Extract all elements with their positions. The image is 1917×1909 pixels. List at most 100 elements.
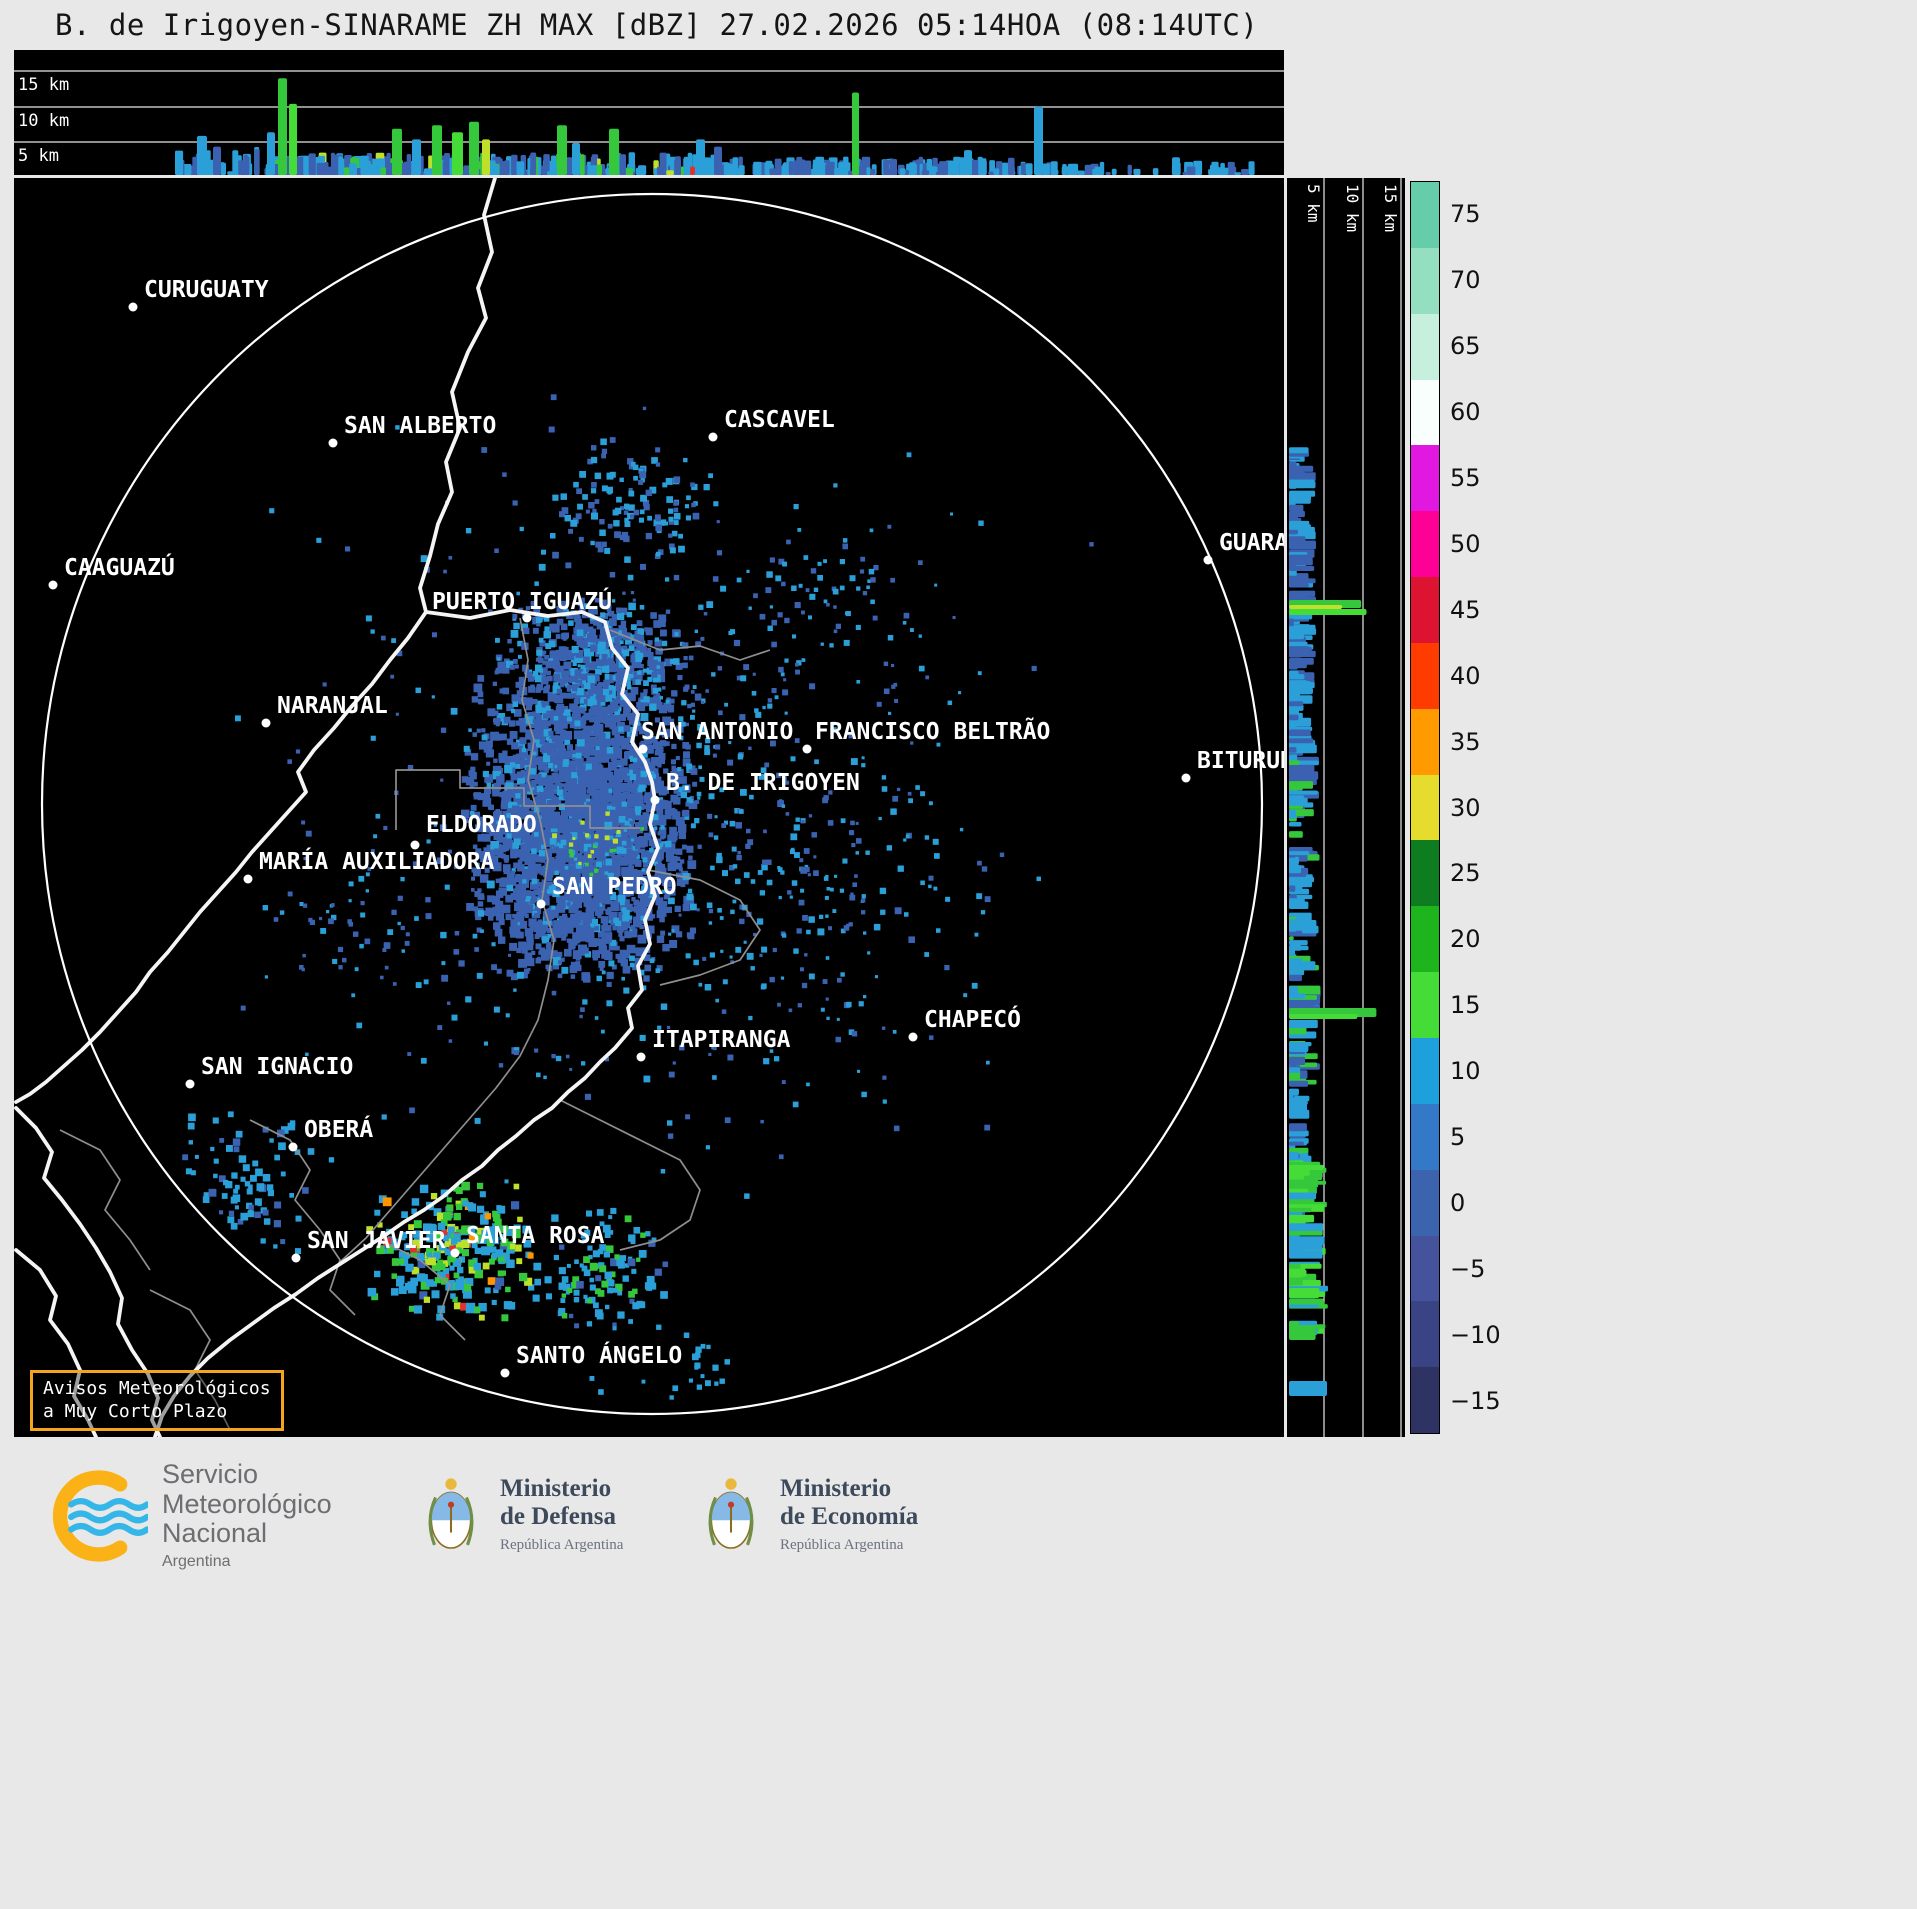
radar-echo-pixel bbox=[513, 1050, 519, 1056]
radar-echo-pixel bbox=[607, 1287, 613, 1294]
radar-echo-pixel bbox=[665, 812, 672, 820]
radar-echo-pixel bbox=[534, 581, 539, 586]
radar-echo-pixel bbox=[794, 738, 800, 743]
radar-echo-pixel bbox=[539, 787, 544, 792]
radar-echo-pixel bbox=[682, 809, 690, 817]
radar-echo-pixel bbox=[667, 1133, 674, 1139]
radar-echo-pixel bbox=[541, 744, 551, 753]
radar-echo-pixel bbox=[761, 946, 768, 953]
radar-echo-pixel bbox=[579, 794, 586, 800]
radar-echo-pixel bbox=[802, 915, 808, 921]
radar-echo-pixel bbox=[575, 513, 582, 520]
radar-echo-pixel bbox=[463, 1289, 472, 1299]
radar-echo-pixel bbox=[627, 1258, 636, 1267]
radar-echo-pixel bbox=[614, 1254, 620, 1260]
radar-echo-pixel bbox=[624, 768, 630, 774]
radar-echo-pixel bbox=[597, 546, 604, 553]
radar-echo-pixel bbox=[331, 903, 335, 907]
radar-echo-pixel bbox=[645, 859, 651, 865]
radar-echo-pixel bbox=[694, 1362, 701, 1369]
radar-echo-pixel bbox=[442, 1235, 449, 1242]
radar-echo-pixel bbox=[822, 979, 828, 984]
radar-echo-pixel bbox=[564, 917, 573, 926]
radar-echo-pixel bbox=[528, 871, 537, 881]
radar-map-panel: CURUGUATY SAN ALBERTO CASCAVEL CAAGUAZÚ PUER… bbox=[14, 178, 1284, 1437]
radar-echo-pixel bbox=[682, 662, 688, 669]
radar-echo-pixel bbox=[516, 899, 524, 907]
radar-echo-pixel bbox=[772, 947, 777, 953]
radar-echo-pixel bbox=[1031, 665, 1037, 671]
radar-echo-pixel bbox=[662, 1261, 669, 1268]
radar-echo-pixel bbox=[552, 494, 559, 501]
radar-echo-pixel bbox=[524, 697, 533, 706]
radar-echo-pixel bbox=[808, 973, 815, 980]
radar-echo-pixel bbox=[589, 892, 594, 897]
radar-echo-pixel bbox=[424, 1259, 431, 1265]
radar-echo-pixel bbox=[572, 661, 577, 666]
radar-echo-pixel bbox=[437, 1259, 443, 1266]
radar-echo-pixel bbox=[716, 550, 723, 556]
radar-echo-pixel bbox=[934, 853, 940, 859]
radar-echo-pixel bbox=[652, 688, 659, 694]
radar-echo-pixel bbox=[411, 1198, 420, 1206]
radar-echo-pixel bbox=[248, 1184, 253, 1190]
radar-echo-pixel bbox=[478, 741, 488, 750]
radar-echo-pixel bbox=[650, 684, 657, 691]
radar-echo-pixel bbox=[632, 464, 639, 471]
radar-echo-pixel bbox=[554, 870, 559, 876]
radar-echo-pixel bbox=[728, 741, 732, 745]
echo-column bbox=[392, 128, 402, 175]
radar-echo-pixel bbox=[505, 894, 514, 903]
radar-echo-pixel bbox=[381, 635, 386, 641]
radar-echo-pixel bbox=[537, 919, 543, 924]
radar-echo-pixel bbox=[503, 716, 511, 724]
radar-echo-pixel bbox=[732, 864, 738, 869]
radar-echo-pixel bbox=[621, 785, 627, 791]
radar-echo-pixel bbox=[269, 508, 275, 514]
radar-echo-pixel bbox=[810, 568, 817, 574]
radar-echo-pixel bbox=[480, 1216, 489, 1225]
radar-echo-pixel bbox=[697, 724, 704, 731]
radar-echo-pixel bbox=[263, 1218, 271, 1225]
radar-echo-pixel bbox=[446, 1197, 452, 1203]
radar-echo-pixel bbox=[560, 1298, 566, 1303]
radar-echo-pixel bbox=[608, 941, 618, 951]
radar-echo-pixel bbox=[634, 844, 641, 850]
radar-echo-pixel bbox=[574, 615, 581, 622]
radar-echo-pixel bbox=[519, 726, 527, 733]
radar-echo-pixel bbox=[436, 1231, 443, 1238]
radar-echo-pixel bbox=[601, 783, 608, 790]
radar-echo-pixel bbox=[582, 771, 591, 780]
radar-echo-pixel bbox=[787, 890, 792, 895]
radar-echo-pixel bbox=[556, 750, 564, 758]
radar-echo-pixel bbox=[516, 591, 520, 596]
radar-echo-pixel bbox=[328, 1157, 335, 1163]
radar-echo-pixel bbox=[491, 1299, 497, 1305]
radar-echo-pixel bbox=[477, 888, 482, 893]
radar-echo-pixel bbox=[609, 618, 617, 626]
radar-echo-pixel bbox=[592, 508, 597, 514]
radar-echo-pixel bbox=[525, 735, 530, 740]
radar-echo-pixel bbox=[606, 773, 613, 780]
radar-echo-pixel bbox=[713, 835, 719, 840]
radar-echo-pixel bbox=[547, 933, 552, 938]
radar-echo-pixel bbox=[615, 735, 625, 745]
radar-echo-pixel bbox=[226, 1145, 233, 1152]
radar-echo-pixel bbox=[478, 1314, 485, 1321]
radar-echo-pixel bbox=[255, 1168, 263, 1177]
radar-echo-pixel bbox=[320, 928, 327, 934]
radar-echo-pixel bbox=[585, 763, 592, 770]
radar-echo-pixel bbox=[625, 637, 632, 645]
radar-echo-pixel bbox=[740, 789, 747, 796]
radar-echo-pixel bbox=[608, 610, 615, 617]
echo-bar bbox=[1182, 172, 1187, 175]
radar-echo-pixel bbox=[512, 500, 518, 506]
radar-echo-pixel bbox=[652, 813, 659, 821]
radar-echo-pixel bbox=[516, 786, 523, 792]
radar-echo-pixel bbox=[438, 1242, 447, 1251]
radar-echo-pixel bbox=[481, 447, 488, 453]
radar-echo-pixel bbox=[640, 827, 644, 831]
radar-echo-pixel bbox=[458, 1256, 465, 1263]
radar-echo-pixel bbox=[635, 810, 641, 816]
radar-echo-pixel bbox=[502, 790, 509, 797]
